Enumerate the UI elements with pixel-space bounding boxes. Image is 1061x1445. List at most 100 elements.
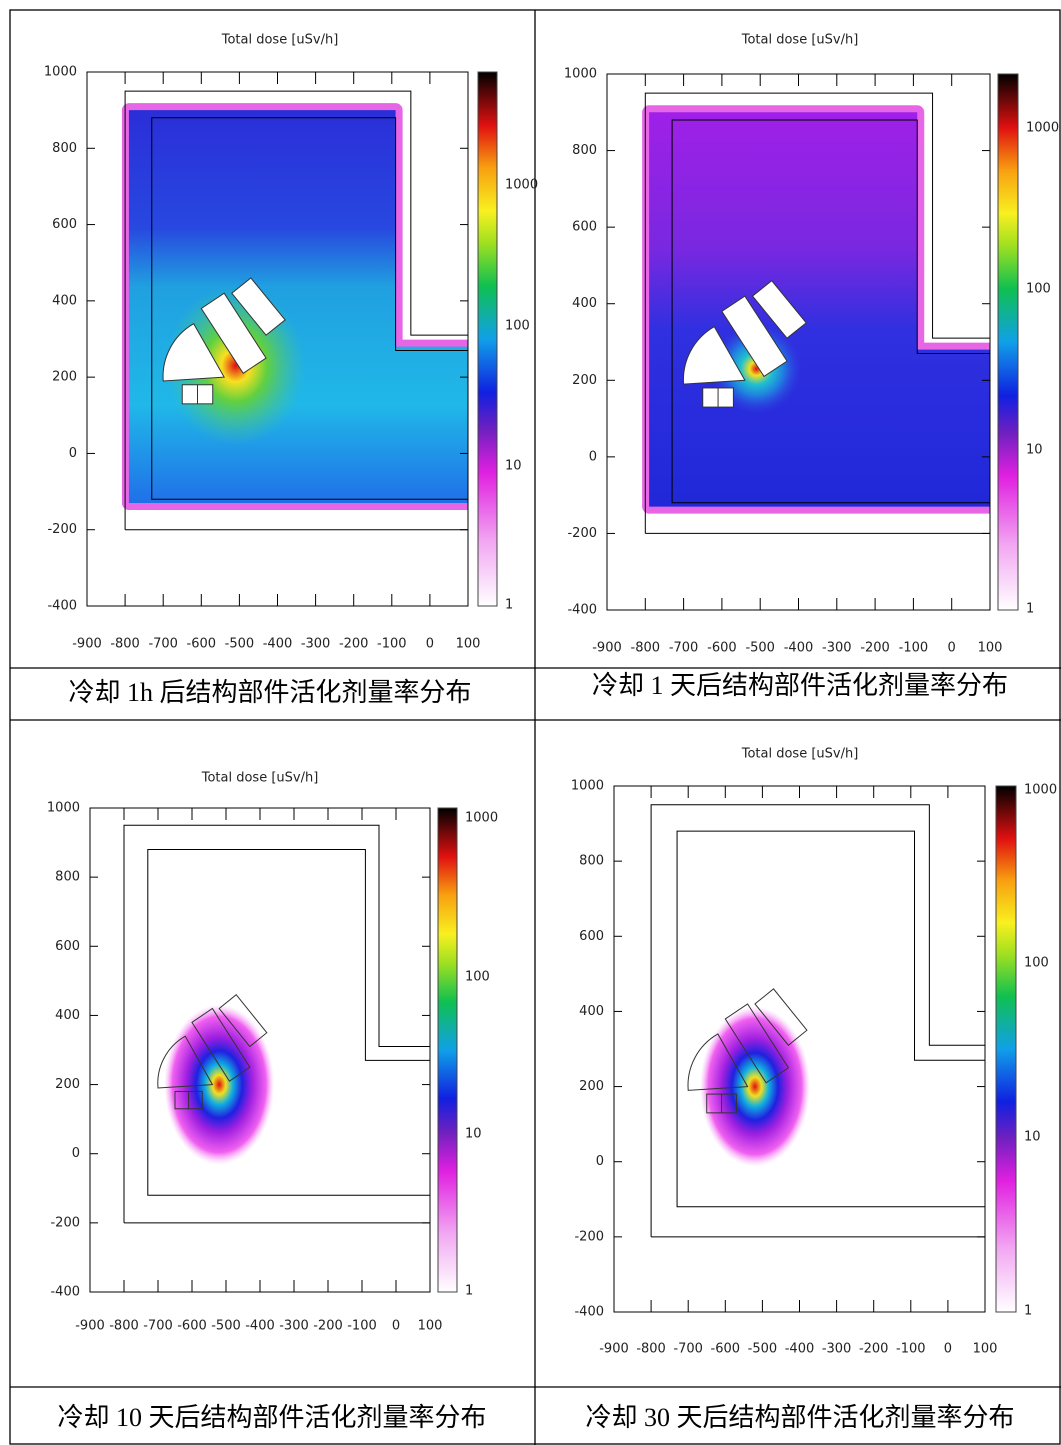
x-tick-label: 100 (978, 641, 1003, 656)
colorbar-label: 10 (1026, 443, 1043, 458)
y-tick-label: 800 (572, 143, 597, 158)
heatmap (129, 110, 472, 503)
caption: 冷却 30 天后结构部件活化剂量率分布 (585, 1403, 1014, 1432)
y-tick-label: -400 (47, 599, 77, 614)
heat-field (649, 112, 994, 506)
x-tick-label: -800 (109, 1319, 139, 1334)
x-tick-label: -100 (347, 1319, 377, 1334)
x-tick-label: -300 (301, 637, 331, 652)
y-tick-label: 800 (55, 870, 80, 885)
wall (651, 805, 985, 1237)
plot-title: Total dose [uSv/h] (221, 33, 339, 48)
y-tick-label: 600 (55, 939, 80, 954)
x-tick-label: 100 (456, 637, 481, 652)
y-tick-label: 600 (572, 220, 597, 235)
x-tick-label: -500 (745, 641, 775, 656)
y-tick-label: 200 (52, 370, 77, 385)
colorbar-label: 100 (1026, 282, 1051, 297)
x-tick-label: -100 (899, 641, 929, 656)
x-tick-label: -800 (631, 641, 661, 656)
y-tick-label: 0 (72, 1146, 80, 1161)
y-tick-label: 800 (579, 854, 604, 869)
y-tick-label: -200 (47, 522, 77, 537)
x-tick-label: 0 (944, 1342, 952, 1357)
plot-panel: Total dose [uSv/h]10008006004002000-200-… (564, 33, 1059, 700)
colorbar-label: 1000 (1026, 121, 1059, 136)
x-tick-label: 0 (392, 1319, 400, 1334)
x-tick-label: -200 (313, 1319, 343, 1334)
heatmap (649, 112, 994, 506)
x-tick-label: -400 (784, 641, 814, 656)
x-tick-label: -800 (636, 1342, 666, 1357)
plot-title: Total dose [uSv/h] (201, 771, 319, 786)
x-tick-label: -700 (669, 641, 699, 656)
x-tick-label: -400 (245, 1319, 275, 1334)
x-tick-label: -100 (896, 1342, 926, 1357)
y-tick-label: 200 (55, 1077, 80, 1092)
y-tick-label: 400 (55, 1008, 80, 1023)
x-tick-label: -600 (707, 641, 737, 656)
plot-title: Total dose [uSv/h] (741, 747, 859, 762)
plot-title: Total dose [uSv/h] (741, 33, 859, 48)
x-tick-label: -600 (711, 1342, 741, 1357)
x-tick-label: -400 (785, 1342, 815, 1357)
caption: 冷却 1h 后结构部件活化剂量率分布 (68, 678, 471, 707)
y-tick-label: 600 (52, 217, 77, 232)
x-tick-label: -300 (822, 1342, 852, 1357)
x-tick-label: -500 (225, 637, 255, 652)
colorbar-label: 100 (465, 970, 490, 985)
x-tick-label: 100 (418, 1319, 443, 1334)
y-tick-label: 200 (579, 1079, 604, 1094)
caption: 冷却 1 天后结构部件活化剂量率分布 (592, 671, 1008, 700)
y-tick-label: 1000 (571, 779, 604, 794)
x-tick-label: -600 (177, 1319, 207, 1334)
x-tick-label: 0 (948, 641, 956, 656)
x-tick-label: -200 (339, 637, 369, 652)
colorbar-label: 1000 (1024, 783, 1057, 798)
colorbar (438, 808, 457, 1292)
y-tick-label: -200 (567, 526, 597, 541)
x-tick-label: -500 (211, 1319, 241, 1334)
x-tick-label: 100 (973, 1342, 998, 1357)
x-tick-label: -800 (110, 637, 140, 652)
heat-field (129, 110, 472, 503)
y-tick-label: 200 (572, 373, 597, 388)
heatmap (700, 1007, 810, 1167)
y-tick-label: 1000 (44, 65, 77, 80)
colorbar-label: 1000 (505, 178, 538, 193)
colorbar-label: 100 (1024, 956, 1049, 971)
wall (124, 825, 430, 1223)
y-tick-label: -200 (574, 1229, 604, 1244)
colorbar (478, 72, 497, 606)
y-tick-label: -400 (50, 1285, 80, 1300)
y-tick-label: 1000 (564, 67, 597, 82)
y-tick-label: 800 (52, 141, 77, 156)
y-tick-label: 0 (596, 1154, 604, 1169)
x-tick-label: -700 (143, 1319, 173, 1334)
y-tick-label: 400 (572, 296, 597, 311)
colorbar (996, 786, 1016, 1312)
x-tick-label: -200 (860, 641, 890, 656)
colorbar-label: 1 (1026, 602, 1034, 617)
plot-panel: Total dose [uSv/h]10008006004002000-200-… (47, 771, 498, 1432)
x-tick-label: -500 (748, 1342, 778, 1357)
x-tick-label: -200 (859, 1342, 889, 1357)
colorbar-label: 1 (465, 1284, 473, 1299)
caption: 冷却 10 天后结构部件活化剂量率分布 (57, 1403, 486, 1432)
page: Total dose [uSv/h]10008006004002000-200-… (0, 0, 1061, 1445)
x-tick-label: -100 (377, 637, 407, 652)
x-tick-label: -400 (263, 637, 293, 652)
x-tick-label: -600 (187, 637, 217, 652)
x-tick-label: 0 (426, 637, 434, 652)
colorbar (998, 74, 1018, 610)
colorbar-label: 100 (505, 319, 530, 334)
colorbar-label: 1000 (465, 811, 498, 826)
colorbar-label: 1 (505, 598, 513, 613)
x-tick-label: -900 (72, 637, 102, 652)
x-tick-label: -700 (673, 1342, 703, 1357)
heatmap (164, 1005, 274, 1165)
hot-spot (164, 1005, 274, 1165)
y-tick-label: -200 (50, 1215, 80, 1230)
x-tick-label: -900 (592, 641, 622, 656)
y-tick-label: -400 (574, 1305, 604, 1320)
